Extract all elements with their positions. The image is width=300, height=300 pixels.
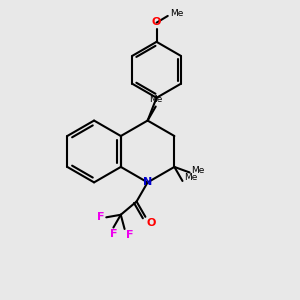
Text: Me: Me [184, 173, 197, 182]
Text: Me: Me [170, 9, 183, 18]
Text: N: N [143, 177, 152, 188]
Text: F: F [110, 229, 117, 239]
Text: O: O [147, 218, 156, 228]
Text: Me: Me [149, 95, 162, 104]
Text: O: O [152, 17, 161, 27]
Text: Me: Me [191, 167, 204, 176]
Text: F: F [97, 212, 105, 222]
Text: F: F [126, 230, 134, 241]
